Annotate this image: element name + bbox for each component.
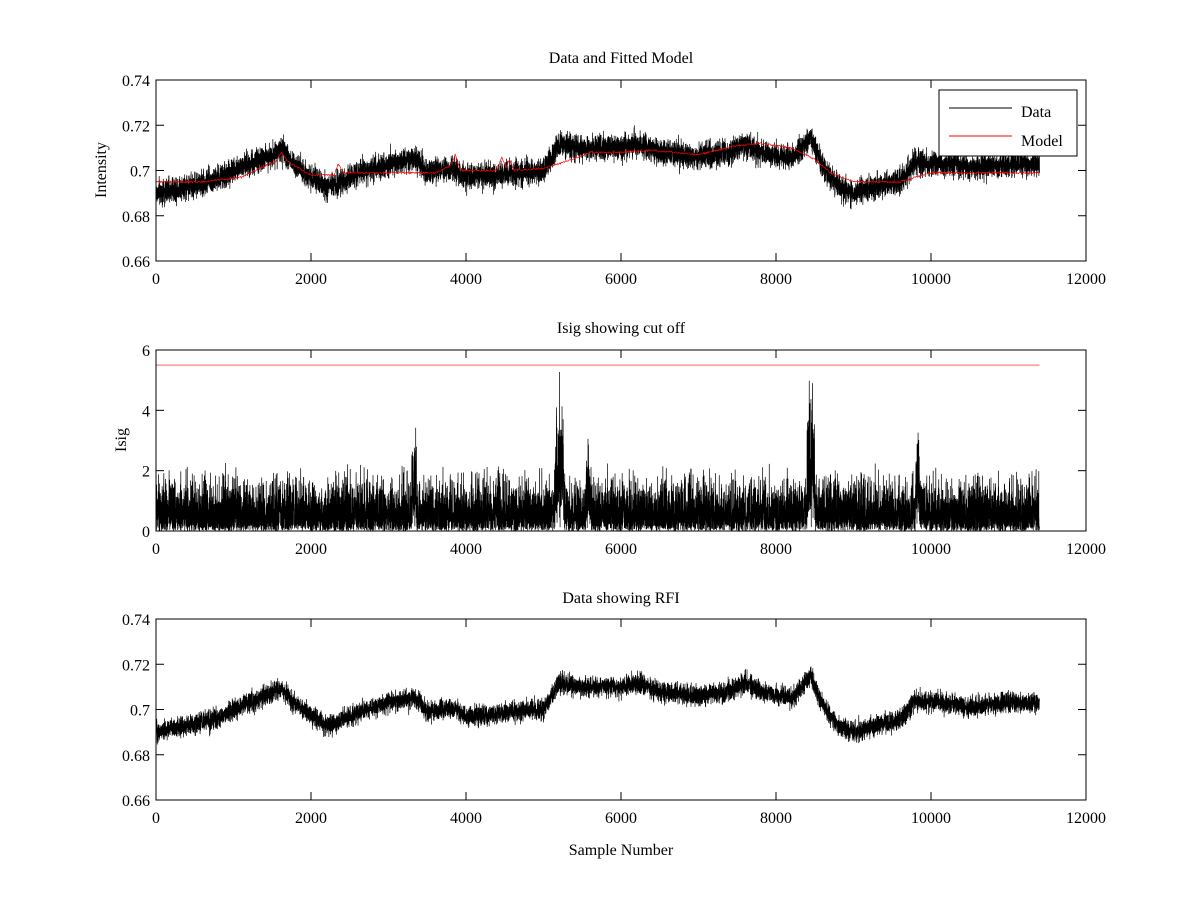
y-tick-label: 2 bbox=[142, 464, 150, 481]
panel-1-title: Data and Fitted Model bbox=[549, 50, 694, 67]
x-tick-label: 8000 bbox=[760, 271, 792, 288]
x-tick-label: 4000 bbox=[450, 541, 482, 558]
panel-1-ticks: 0 2000 4000 6000 8000 10000 12000 0.66 0.68 0.7 0.… bbox=[122, 73, 1106, 288]
y-tick-label: 0.7 bbox=[130, 164, 150, 181]
y-tick-label: 4 bbox=[142, 403, 150, 420]
y-tick-label: 0 bbox=[142, 524, 150, 541]
x-tick-label: 8000 bbox=[760, 810, 792, 827]
y-tick-label: 0.72 bbox=[122, 118, 150, 135]
x-tick-label: 8000 bbox=[760, 541, 792, 558]
x-tick-label: 12000 bbox=[1066, 810, 1106, 827]
y-tick-label: 0.66 bbox=[122, 254, 150, 271]
panel-3-frame bbox=[155, 618, 1087, 801]
panel-2-title: Isig showing cut off bbox=[557, 320, 686, 337]
x-tick-label: 6000 bbox=[605, 541, 637, 558]
x-tick-label: 10000 bbox=[911, 271, 951, 288]
x-tick-label: 12000 bbox=[1066, 271, 1106, 288]
panel-data-showing-rfi: Data showing RFI 0 2000 4000 6000 8000 10000 1… bbox=[122, 590, 1106, 859]
x-tick-label: 6000 bbox=[605, 810, 637, 827]
x-tick-label: 12000 bbox=[1066, 541, 1106, 558]
series-line-1-1 bbox=[155, 125, 1040, 210]
panel-3-plot-area bbox=[155, 666, 1040, 745]
series-line-3-1 bbox=[155, 666, 1040, 745]
x-tick-label: 10000 bbox=[911, 810, 951, 827]
x-tick-label: 10000 bbox=[911, 541, 951, 558]
y-tick-label: 0.68 bbox=[122, 748, 150, 765]
y-tick-label: 6 bbox=[142, 343, 150, 360]
panel-2-ticks: 0 2000 4000 6000 8000 10000 12000 0 2 4 6 bbox=[142, 343, 1106, 558]
panel-3-title: Data showing RFI bbox=[562, 590, 679, 607]
x-tick-label: 0 bbox=[152, 271, 160, 288]
legend-label-model: Model bbox=[1021, 133, 1063, 150]
y-tick-label: 0.7 bbox=[130, 703, 150, 720]
x-tick-label: 2000 bbox=[295, 541, 327, 558]
y-tick-label: 0.66 bbox=[122, 793, 150, 810]
panel-2-plot-area bbox=[155, 364, 1040, 532]
y-tick-label: 0.72 bbox=[122, 657, 150, 674]
panel-2-frame bbox=[155, 349, 1087, 532]
legend-label-data: Data bbox=[1021, 104, 1051, 121]
panel-1-ylabel: Intensity bbox=[93, 142, 110, 198]
panel-1-plot-area bbox=[155, 125, 1040, 210]
x-tick-label: 0 bbox=[152, 541, 160, 558]
y-tick-label: 0.74 bbox=[122, 612, 150, 629]
x-tick-label: 4000 bbox=[450, 271, 482, 288]
x-tick-label: 4000 bbox=[450, 810, 482, 827]
y-tick-label: 0.74 bbox=[122, 73, 150, 90]
legend-box bbox=[938, 89, 1078, 157]
x-tick-label: 6000 bbox=[605, 271, 637, 288]
panel-2-ylabel: Isig bbox=[113, 428, 130, 452]
panel-3-xlabel: Sample Number bbox=[569, 842, 674, 859]
x-tick-label: 0 bbox=[152, 810, 160, 827]
series-line-2-1 bbox=[155, 372, 1040, 532]
legend: Data Model bbox=[938, 89, 1078, 157]
y-tick-label: 0.68 bbox=[122, 209, 150, 226]
panel-isig-showing-cut-off: Isig showing cut off Isig 0 2000 4000 6000 8… bbox=[113, 320, 1106, 558]
x-tick-label: 2000 bbox=[295, 271, 327, 288]
panel-data-and-fitted-model: Data and Fitted Model Intensity 0 2000 400… bbox=[93, 50, 1106, 288]
panel-1-frame bbox=[155, 79, 1087, 262]
x-tick-label: 2000 bbox=[295, 810, 327, 827]
series-line-1-2 bbox=[155, 142, 1040, 184]
panel-3-ticks: 0 2000 4000 6000 8000 10000 12000 0.66 0.68 0.7 0.… bbox=[122, 612, 1106, 827]
